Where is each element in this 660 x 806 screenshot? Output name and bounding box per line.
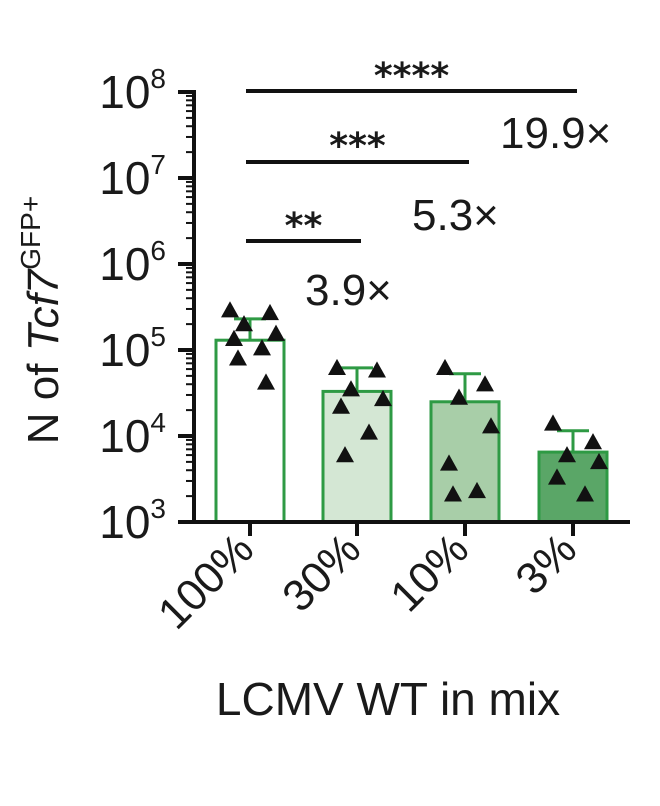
data-point (374, 389, 392, 407)
data-point (548, 468, 566, 485)
data-points-layer (221, 301, 608, 502)
data-point (576, 485, 594, 502)
data-point (476, 375, 494, 392)
data-point (332, 397, 350, 414)
y-tick-label: 104 (99, 407, 166, 462)
data-point (235, 315, 253, 332)
y-tick-label: 106 (99, 235, 166, 290)
fold-change-2: 5.3× (412, 191, 499, 240)
data-point (253, 339, 271, 356)
bar-3 (429, 400, 501, 524)
data-point (450, 388, 468, 405)
data-point (342, 380, 360, 397)
x-axis-title: LCMV WT in mix (216, 673, 560, 725)
bar-2 (321, 389, 393, 524)
sig-stars-2: *** (329, 126, 386, 167)
x-tick-label-1: 100% (149, 524, 263, 638)
y-tick-label: 108 (99, 63, 166, 118)
x-axis-ticks: 100% 30% 10% 3% (149, 522, 586, 639)
data-point (440, 454, 458, 471)
data-point (225, 329, 243, 346)
data-point (257, 373, 275, 390)
y-tick-label: 105 (99, 321, 166, 376)
data-point (544, 414, 562, 431)
data-point (336, 446, 354, 463)
data-point (221, 301, 239, 318)
significance-annotations: ** 3.9× *** 5.3× **** 19.9× (246, 56, 611, 315)
data-point (368, 361, 386, 378)
data-point (590, 452, 608, 470)
data-point (261, 303, 279, 321)
y-tick-label: 103 (99, 493, 166, 548)
y-tick-label: 107 (99, 149, 166, 204)
data-point (360, 423, 378, 440)
data-point (267, 324, 285, 341)
data-point (328, 358, 346, 376)
bar-1 (214, 338, 286, 524)
data-point (436, 358, 454, 376)
data-point (444, 485, 462, 502)
fold-change-3: 19.9× (500, 109, 611, 158)
sig-stars-1: ** (285, 206, 323, 247)
x-tick-label-3: 10% (381, 524, 478, 621)
x-tick-label-4: 3% (506, 524, 586, 604)
x-tick-label-2: 30% (273, 524, 370, 621)
sig-stars-3: **** (374, 56, 449, 97)
data-point (584, 433, 602, 450)
data-point (558, 446, 576, 463)
bars-layer (214, 338, 609, 524)
data-point (468, 481, 486, 499)
fold-change-1: 3.9× (305, 266, 392, 315)
y-axis-title: N of Tcf7GFP+ (15, 196, 68, 444)
error-bars-layer (234, 317, 589, 453)
data-point (229, 349, 247, 366)
data-point (482, 417, 500, 434)
y-axis: 103 104 105 106 107 108 (99, 63, 630, 548)
